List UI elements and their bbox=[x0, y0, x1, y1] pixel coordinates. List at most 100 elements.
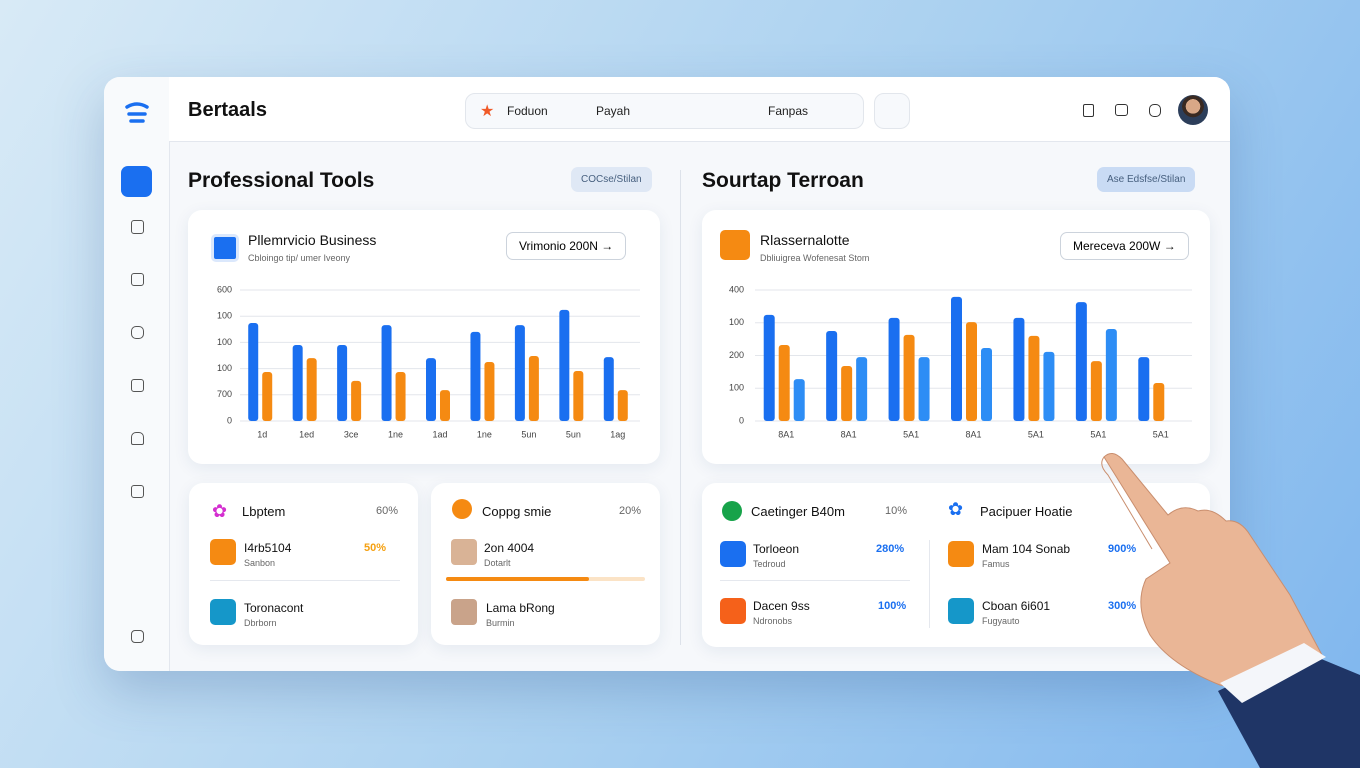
x-tick-label: 1ne bbox=[388, 429, 403, 439]
item-name: Mam 104 Sonab bbox=[982, 542, 1071, 556]
nav-icon[interactable] bbox=[131, 220, 144, 234]
icon-button[interactable] bbox=[874, 93, 910, 129]
item-sub: Ndronobs bbox=[753, 616, 793, 626]
bar bbox=[1075, 302, 1087, 421]
x-tick-label: 5A1 bbox=[903, 429, 919, 439]
bar bbox=[826, 330, 838, 421]
item-sub: Dotarlt bbox=[484, 558, 511, 568]
item-name: I4rb5104 bbox=[244, 541, 292, 555]
bar bbox=[1105, 328, 1117, 421]
item-value: 300% bbox=[1108, 600, 1137, 612]
item-icon bbox=[948, 598, 974, 624]
tab-bar bbox=[465, 93, 864, 129]
avatar[interactable] bbox=[1178, 95, 1208, 125]
nav-icon[interactable] bbox=[131, 630, 144, 643]
divider bbox=[680, 170, 681, 645]
card-icon bbox=[720, 230, 750, 260]
tab[interactable]: Fanpas bbox=[768, 104, 809, 118]
x-tick-label: 1ag bbox=[610, 429, 625, 439]
separator bbox=[210, 580, 400, 581]
card-title: Pllemrvicio Business bbox=[248, 232, 377, 248]
nav-icon[interactable] bbox=[131, 273, 144, 286]
bar bbox=[981, 347, 992, 421]
bar bbox=[1013, 317, 1025, 421]
item-sub: Fugyauto bbox=[982, 616, 1020, 626]
nav-icon[interactable] bbox=[131, 379, 144, 392]
bar bbox=[514, 325, 525, 421]
bar bbox=[351, 380, 362, 421]
card-button[interactable]: Mereceva 200W → bbox=[1060, 232, 1189, 260]
card-button[interactable]: Vrimonio 200N → bbox=[506, 232, 627, 260]
bar bbox=[484, 362, 495, 421]
divider bbox=[929, 540, 930, 628]
item-icon bbox=[720, 541, 746, 567]
header-icon[interactable] bbox=[1149, 104, 1161, 117]
item-avatar bbox=[451, 539, 477, 565]
item-icon bbox=[210, 599, 236, 625]
item-sub: Sanbon bbox=[244, 558, 276, 568]
item-avatar bbox=[451, 599, 477, 625]
card-icon: ✿ bbox=[212, 501, 228, 521]
item-value: 280% bbox=[876, 543, 905, 555]
y-tick-label: 100 bbox=[217, 311, 232, 321]
bar bbox=[573, 370, 584, 421]
bar bbox=[793, 379, 805, 421]
card-subtitle: Dbliuigrea Wofenesat Stom bbox=[760, 253, 870, 263]
header-icon[interactable] bbox=[1115, 104, 1128, 116]
progress-fill bbox=[446, 577, 590, 581]
x-tick-label: 5A1 bbox=[1153, 429, 1169, 439]
logo bbox=[125, 102, 149, 123]
bar bbox=[395, 372, 406, 421]
section-title: Sourtap Terroan bbox=[702, 169, 864, 192]
bar bbox=[856, 357, 868, 421]
nav-icon[interactable] bbox=[131, 485, 144, 498]
bar bbox=[381, 325, 392, 421]
tab[interactable]: Foduon bbox=[507, 104, 548, 118]
bar bbox=[617, 390, 628, 421]
sidebar bbox=[104, 77, 170, 671]
card-icon bbox=[211, 234, 239, 262]
y-tick-label: 0 bbox=[227, 415, 232, 425]
item-value: 900% bbox=[1108, 543, 1137, 555]
item-name: Lama bRong bbox=[486, 601, 555, 615]
item-name: Toronacont bbox=[244, 601, 304, 615]
badge[interactable]: COCse/Stilan bbox=[571, 167, 652, 192]
y-tick-label: 400 bbox=[729, 284, 744, 294]
badge[interactable]: Ase Edsfse/Stilan bbox=[1097, 167, 1196, 192]
card-title: Caetinger B40m bbox=[751, 504, 845, 519]
section-title: Professional Tools bbox=[188, 169, 375, 192]
item-sub: Dbrborn bbox=[244, 618, 277, 628]
card-icon: ✿ bbox=[948, 499, 964, 519]
x-tick-label: 1ad bbox=[432, 429, 447, 439]
button-label: Mereceva 200W bbox=[1073, 239, 1161, 253]
nav-icon[interactable] bbox=[131, 432, 144, 445]
y-tick-label: 100 bbox=[729, 383, 744, 393]
item-value: 100% bbox=[878, 600, 907, 612]
x-tick-label: 8A1 bbox=[778, 429, 794, 439]
x-tick-label: 3ce bbox=[344, 429, 359, 439]
bar bbox=[1090, 361, 1102, 421]
x-tick-label: 1d bbox=[257, 429, 267, 439]
bar bbox=[426, 358, 436, 421]
x-tick-label: 5A1 bbox=[1028, 429, 1044, 439]
y-tick-label: 100 bbox=[217, 363, 232, 373]
item-icon bbox=[948, 541, 974, 567]
bar bbox=[528, 356, 539, 421]
y-tick-label: 700 bbox=[217, 389, 232, 399]
nav-icon[interactable] bbox=[131, 326, 144, 339]
bar bbox=[888, 317, 900, 421]
y-tick-label: 100 bbox=[217, 337, 232, 347]
nav-active[interactable] bbox=[121, 166, 152, 197]
bar bbox=[306, 358, 317, 421]
bar bbox=[1153, 383, 1165, 421]
tab-icon: ★ bbox=[480, 103, 495, 120]
item-sub: Famus bbox=[982, 559, 1010, 569]
bar bbox=[470, 331, 481, 421]
tab[interactable]: Payah bbox=[596, 104, 631, 118]
item-icon bbox=[210, 539, 236, 565]
item-name: Cboan 6i601 bbox=[982, 599, 1051, 613]
card-icon bbox=[452, 499, 472, 519]
header-icon[interactable] bbox=[1083, 104, 1094, 117]
item-icon bbox=[720, 598, 746, 624]
bar bbox=[903, 334, 915, 421]
